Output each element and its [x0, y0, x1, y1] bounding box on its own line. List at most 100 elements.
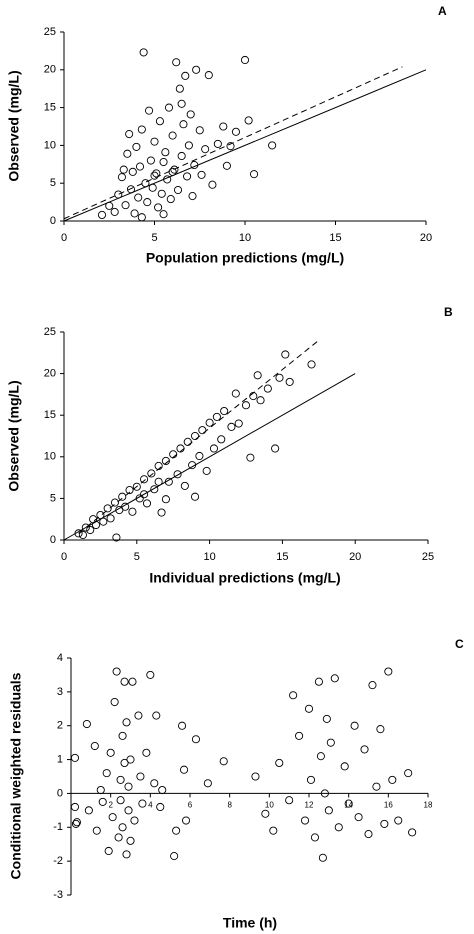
data-point — [126, 836, 135, 845]
data-point — [334, 823, 343, 832]
data-point — [96, 510, 105, 520]
data-point — [209, 444, 219, 453]
data-point — [132, 142, 141, 151]
data-point — [404, 769, 413, 778]
data-point — [192, 65, 201, 74]
x-tick-label: 0 — [61, 551, 67, 563]
x-tick-label: 10 — [203, 551, 215, 563]
y-tick-label: 25 — [44, 326, 56, 338]
data-point — [310, 833, 320, 842]
y-tick-label: 1 — [57, 753, 63, 765]
data-point — [318, 853, 327, 862]
data-point — [249, 170, 259, 179]
x-tick-label: 8 — [227, 801, 232, 810]
y-tick-label: 0 — [50, 215, 56, 227]
y-tick-label: 20 — [44, 368, 56, 380]
data-point — [125, 486, 134, 495]
data-point — [261, 809, 270, 818]
data-point — [195, 126, 204, 135]
data-point — [108, 813, 117, 822]
data-point — [154, 477, 163, 486]
y-tick-label: 10 — [44, 451, 56, 463]
data-point — [114, 190, 123, 199]
y-tick-label: -2 — [53, 855, 63, 867]
data-point — [234, 419, 243, 428]
data-point — [161, 456, 170, 466]
data-point — [70, 753, 80, 762]
x-tick-label: 15 — [329, 232, 341, 244]
data-point — [71, 819, 81, 828]
data-point — [241, 401, 251, 410]
y-tick-label: -1 — [53, 821, 63, 833]
data-point — [140, 490, 149, 499]
data-point — [307, 360, 316, 369]
x-axis-title: Individual predictions (mg/L) — [149, 570, 340, 586]
data-point — [269, 826, 278, 835]
data-point — [134, 711, 143, 720]
data-point — [128, 677, 137, 686]
data-point — [112, 533, 121, 542]
y-axis-title: Observed (mg/L) — [6, 70, 22, 181]
data-point — [157, 189, 166, 198]
data-point — [208, 180, 217, 189]
data-point — [271, 444, 280, 453]
x-tick-label: 10 — [265, 801, 274, 810]
x-axis-title: Population predictions (mg/L) — [146, 250, 344, 266]
data-point — [110, 207, 119, 216]
x-tick-label: 2 — [108, 801, 113, 810]
data-point — [164, 477, 173, 486]
data-point — [172, 826, 181, 835]
data-point — [96, 785, 105, 795]
data-point — [122, 850, 131, 859]
data-point — [268, 141, 277, 150]
data-point — [135, 162, 145, 171]
data-point — [116, 775, 125, 784]
data-point — [121, 201, 130, 210]
data-point — [110, 697, 119, 707]
data-point — [184, 141, 193, 150]
data-point — [304, 704, 314, 713]
data-point — [240, 55, 250, 65]
data-point — [256, 396, 265, 405]
data-point — [102, 769, 111, 778]
data-point — [244, 116, 253, 125]
data-point — [202, 466, 211, 475]
data-point — [158, 785, 167, 795]
y-tick-label: 3 — [57, 686, 63, 698]
data-point — [190, 161, 199, 170]
data-point — [191, 735, 200, 744]
data-point — [139, 48, 148, 57]
data-point — [173, 470, 182, 479]
data-point — [114, 833, 123, 842]
data-point — [300, 816, 310, 825]
data-point — [217, 435, 226, 444]
y-tick-label: 5 — [50, 492, 56, 504]
data-point — [143, 198, 152, 207]
data-point — [179, 120, 188, 129]
data-point — [142, 748, 151, 757]
data-point — [204, 71, 213, 80]
data-point — [152, 169, 161, 178]
data-point — [120, 677, 129, 686]
x-tick-label: 15 — [276, 551, 288, 563]
y-tick-label: 5 — [50, 177, 56, 189]
data-point — [72, 818, 81, 827]
data-point — [213, 139, 222, 148]
data-point — [285, 796, 294, 805]
data-point — [97, 210, 107, 220]
data-point — [289, 691, 298, 700]
x-axis-title: Time (h) — [223, 915, 277, 931]
data-point — [104, 846, 113, 856]
data-point — [134, 193, 143, 202]
data-point — [168, 131, 177, 140]
data-point — [159, 157, 168, 167]
data-point — [122, 718, 131, 727]
data-point — [295, 731, 304, 740]
data-point — [306, 775, 316, 784]
data-point — [246, 453, 255, 462]
reference-line — [63, 373, 356, 541]
data-point — [118, 492, 127, 501]
y-tick-label: 4 — [57, 652, 63, 664]
data-point — [249, 392, 258, 401]
